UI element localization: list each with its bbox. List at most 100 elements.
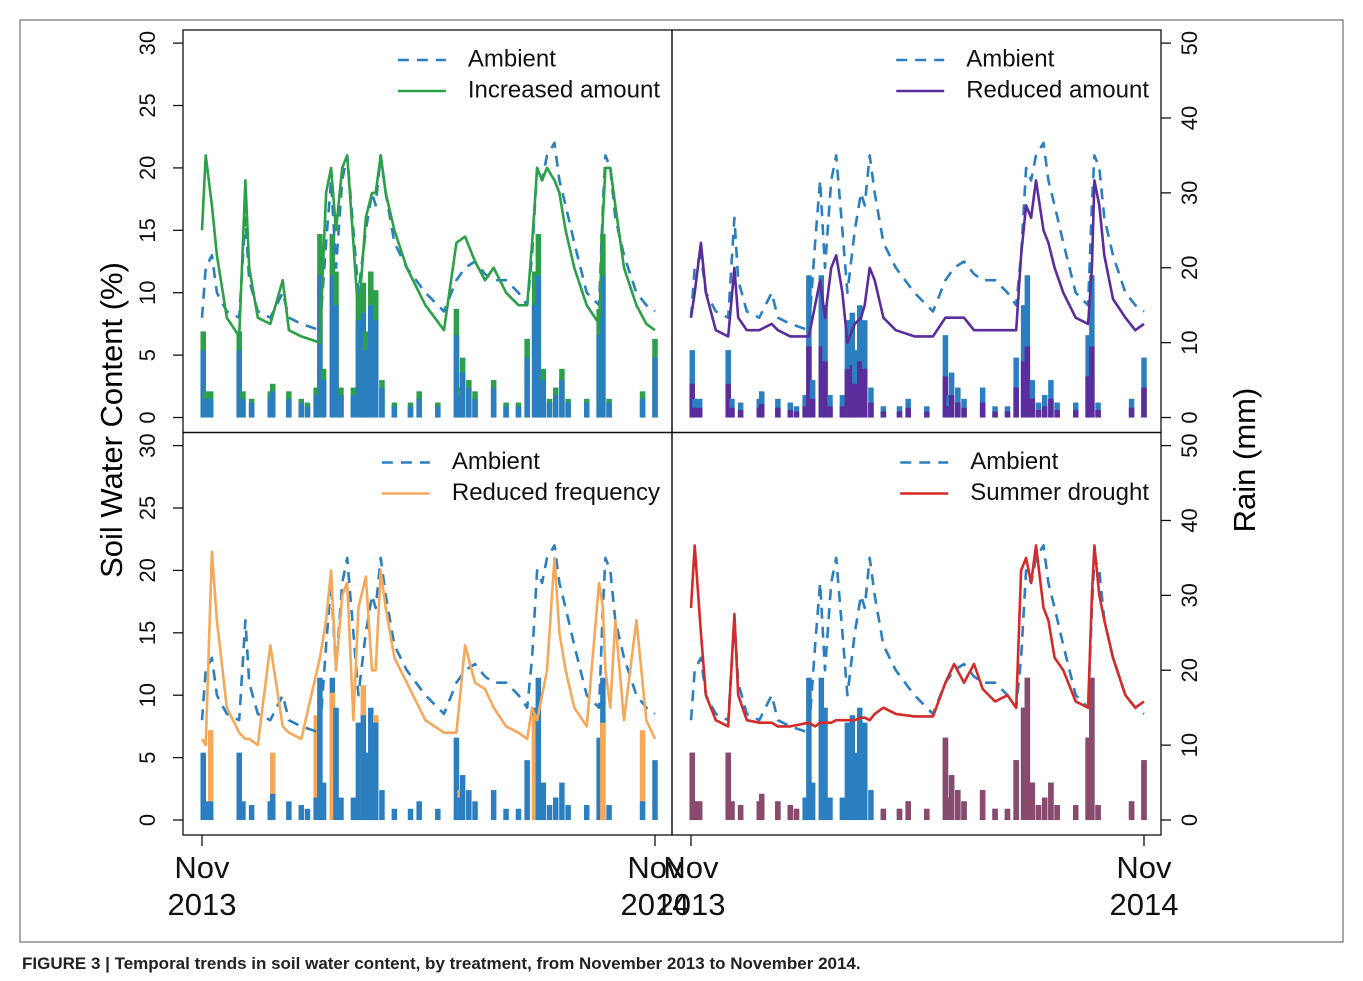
y-tick-label: 15: [135, 218, 160, 242]
rain-bar: [416, 398, 422, 418]
rain-bar: [535, 677, 542, 821]
rain-bar: [992, 808, 998, 821]
rain-bar: [948, 775, 955, 821]
rain-bar: [852, 752, 858, 821]
rain-bar: [248, 805, 255, 821]
rain-bar: [758, 404, 765, 418]
y-tick-label: 25: [135, 93, 160, 117]
rain-bar: [1029, 380, 1036, 418]
rain-bar: [466, 790, 472, 821]
y-tick-label: 0: [135, 411, 160, 423]
rain-bar: [524, 357, 530, 418]
plot-area: [689, 544, 1147, 821]
rain-bar: [857, 361, 863, 418]
rain-bar: [880, 808, 887, 821]
rain-bar: [320, 782, 327, 821]
rain-bar: [269, 793, 276, 821]
x-tick-label: Nov 2014: [1109, 850, 1179, 922]
y-tick-label: 5: [135, 751, 160, 763]
rain-bar: [818, 677, 825, 821]
rain-bar: [806, 677, 812, 821]
rain-bar: [924, 411, 930, 418]
rain-bar: [689, 350, 695, 418]
rain-bar: [737, 805, 744, 821]
rain-bar: [1024, 677, 1031, 821]
rain-bar: [868, 790, 874, 821]
rain-bar: [368, 707, 374, 821]
rain-bar: [552, 797, 559, 821]
rain-bar: [583, 402, 590, 418]
rain-bar: [818, 346, 825, 418]
rain-bar: [787, 805, 794, 821]
series-line: [689, 141, 1145, 332]
rain-bar: [725, 752, 731, 821]
legend-label: Increased amount: [468, 76, 660, 103]
rain-bar: [1020, 361, 1027, 418]
rain-bar: [1128, 801, 1135, 821]
legend-label: Reduced amount: [966, 76, 1149, 103]
rain-bar: [1035, 805, 1042, 821]
rain-bar: [606, 402, 612, 418]
rain-bar: [1041, 797, 1048, 821]
series-line: [200, 141, 656, 332]
rain-bar: [852, 383, 858, 418]
rain-bar: [1085, 376, 1091, 418]
legend-label: Ambient: [452, 448, 540, 475]
rain-bar: [329, 692, 336, 821]
rain-bar: [787, 410, 794, 418]
rain-bar: [350, 797, 357, 821]
rain-bar: [350, 395, 357, 418]
rain-bar: [600, 275, 606, 418]
rain-bar: [961, 801, 967, 821]
y2-tick-label: 0: [1177, 814, 1202, 826]
x-tick-label: Nov 2014: [620, 850, 690, 922]
rain-bar: [1128, 407, 1135, 418]
y-tick-label: 10: [135, 683, 160, 707]
rain-bar: [1024, 346, 1031, 418]
rain-bar: [391, 406, 398, 418]
rain-bar: [372, 320, 379, 418]
y2-tick-label: 50: [1177, 433, 1202, 457]
rain-bar: [809, 782, 816, 821]
rain-bar: [1089, 346, 1095, 418]
plot-area: [689, 141, 1147, 418]
rain-bar: [379, 387, 385, 418]
rain-bar: [696, 407, 703, 418]
rain-bar: [333, 707, 339, 821]
y2-axis-label: Rain (mm): [1227, 388, 1262, 533]
rain-bar: [606, 805, 612, 821]
rain-bar: [503, 406, 509, 418]
rain-bar: [696, 801, 703, 821]
figure-border: [19, 19, 1344, 943]
rain-bar: [1035, 410, 1042, 418]
rain-bar: [793, 411, 800, 418]
y-tick-label: 20: [135, 558, 160, 582]
rain-bar: [435, 808, 441, 821]
plot-area: [200, 141, 658, 418]
rain-bar: [1072, 410, 1079, 418]
rain-bar: [1095, 410, 1101, 418]
rain-bar: [600, 722, 606, 821]
rain-bar: [1013, 760, 1019, 821]
rain-bar: [269, 391, 276, 418]
rain-bar: [737, 410, 744, 418]
rain-bar: [729, 801, 735, 821]
rain-bar: [861, 368, 868, 418]
rain-bar: [320, 380, 327, 418]
rain-bar: [531, 715, 538, 821]
y2-tick-label: 20: [1177, 256, 1202, 280]
rain-bar: [775, 801, 781, 821]
rain-bar: [652, 357, 658, 418]
rain-bar: [822, 361, 828, 418]
rain-bar: [802, 406, 808, 418]
rain-bar: [775, 407, 781, 418]
rain-bar: [207, 730, 214, 821]
rain-bar: [639, 398, 646, 418]
rain-bar: [905, 407, 911, 418]
rain-bar: [725, 350, 731, 418]
rain-bar: [240, 398, 246, 418]
rain-bar: [809, 398, 816, 418]
y2-tick-label: 40: [1177, 106, 1202, 130]
